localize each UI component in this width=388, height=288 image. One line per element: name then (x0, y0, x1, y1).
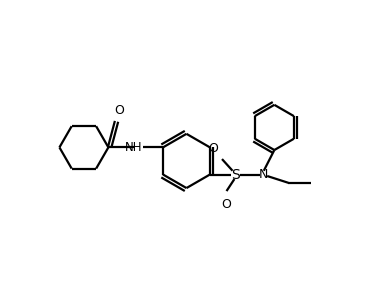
Text: N: N (259, 168, 268, 181)
Text: O: O (221, 198, 231, 211)
Text: S: S (231, 168, 240, 181)
Text: O: O (208, 141, 218, 155)
Text: NH: NH (125, 141, 142, 154)
Text: O: O (114, 104, 124, 117)
